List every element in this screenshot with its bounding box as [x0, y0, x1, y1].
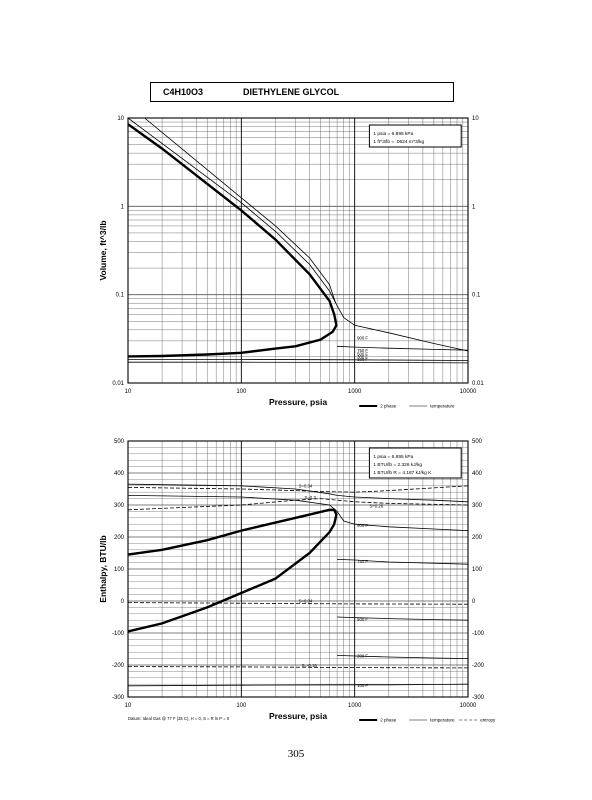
y-tick-label-right: 0.01	[472, 381, 484, 387]
isotherm-line	[127, 495, 469, 531]
isotherm-line	[127, 683, 469, 687]
y-tick-label-right: 300	[472, 503, 483, 509]
x-tick-label: 10000	[460, 703, 477, 709]
legend-label: temperature	[430, 718, 455, 723]
y-tick-label-left: 1	[121, 204, 125, 210]
y-tick-label-left: -100	[112, 631, 125, 637]
info-box-line: 1 BTU/lb R = 4.187 kJ/kg K	[373, 470, 432, 476]
volume-chart: 10 100 1000 10000 0.01 0.01 0.1 0.1 1 1 10 10 Pressu…	[98, 116, 484, 409]
isotherm-line	[127, 117, 469, 352]
isotherm-line	[144, 117, 337, 304]
y-axis-label: Volume, ft^3/lb	[98, 220, 108, 280]
x-tick-label: 1000	[348, 389, 362, 395]
plot-frame	[127, 117, 469, 384]
datum-footnote: Datum: Ideal Gas @ 77 F (25 C), H = 0, S…	[128, 716, 230, 721]
legend-label: entropy	[480, 718, 496, 723]
legend-label: temperature	[430, 404, 455, 409]
entropy-label-034: S=0.34	[299, 483, 313, 488]
isotherm-label-750: 750 F	[357, 559, 368, 564]
isotherm-label-750: 750 F	[357, 348, 368, 353]
y-tick-label-right: 500	[472, 439, 483, 445]
info-box-line: 1 psia = 6.895 kPa	[373, 454, 413, 460]
isotherm-label-100: 100 F	[357, 683, 368, 688]
x-axis-label: Pressure, psia	[269, 711, 327, 721]
x-tick-label: 100	[236, 703, 247, 709]
compound-name: DIETHYLENE GLYCOL	[243, 87, 340, 97]
y-tick-label-right: 1	[472, 204, 476, 210]
isotherm-line	[337, 559, 469, 565]
plot-frame	[127, 440, 469, 698]
y-tick-label-left: 400	[114, 471, 125, 477]
isotherm-line	[128, 361, 469, 364]
info-box	[368, 447, 462, 479]
x-axis-label: Pressure, psia	[269, 397, 327, 407]
isotherm-line	[337, 616, 469, 621]
entropy-label-004: S=0.04	[299, 599, 313, 604]
isotherm-label-300: 300 F	[357, 354, 368, 359]
y-tick-label-right: 0	[472, 599, 476, 605]
isotherm-line	[337, 655, 469, 659]
entropy-line	[127, 498, 469, 511]
chemical-formula: C4H10O3	[163, 87, 204, 97]
y-tick-label-left: 200	[114, 535, 125, 541]
page-number: 305	[287, 748, 305, 760]
y-tick-label-left: -200	[112, 663, 125, 669]
y-axis-label: Enthalpy, BTU/lb	[98, 535, 108, 602]
y-tick-label-right: -300	[472, 695, 485, 701]
two-phase-curve	[127, 123, 338, 358]
y-tick-label-left: 0.1	[116, 293, 125, 299]
entropy-label-03: S=0.3	[304, 495, 316, 500]
y-tick-label-right: -200	[472, 663, 485, 669]
x-tick-label: 100	[236, 389, 247, 395]
y-tick-label-right: 0.1	[472, 293, 481, 299]
y-tick-label-right: 100	[472, 567, 483, 573]
info-box-line: 1 ft^3/lb = .0624 m^3/kg	[373, 139, 424, 145]
isotherm-label-100: 100 F	[357, 357, 368, 362]
isotherm-label-900: 900 F	[357, 336, 368, 341]
entropy-line	[127, 602, 469, 605]
y-tick-label-right: 400	[472, 471, 483, 477]
x-tick-label: 1000	[348, 703, 362, 709]
y-tick-label-left: 500	[114, 439, 125, 445]
x-tick-label: 10	[125, 389, 132, 395]
isotherm-label-500: 500 F	[357, 351, 368, 356]
y-tick-label-left: 0.01	[112, 381, 124, 387]
isotherm-label-900: 900 F	[357, 523, 368, 528]
isotherm-line	[128, 358, 469, 361]
isotherm-line	[127, 483, 469, 503]
info-box	[368, 124, 462, 148]
entropy-line	[127, 485, 469, 493]
y-tick-label-left: 100	[114, 567, 125, 573]
legend-label: 2 phase	[380, 718, 397, 723]
isotherm-line	[337, 345, 469, 351]
y-tick-label-left: 300	[114, 503, 125, 509]
info-box-line: 1 BTU/lb = 2.326 kJ/kg	[373, 462, 422, 468]
y-tick-label-right: 200	[472, 535, 483, 541]
y-tick-label-left: 0	[121, 599, 125, 605]
two-phase-curve	[127, 508, 338, 633]
title-box: C4H10O3 DIETHYLENE GLYCOL	[150, 82, 454, 102]
y-tick-label-left: -300	[112, 695, 125, 701]
isotherm-label-500: 500 F	[357, 617, 368, 622]
y-tick-label-right: -100	[472, 631, 485, 637]
y-tick-label-right: 10	[472, 116, 479, 122]
info-box-line: 1 psia = 6.895 kPa	[373, 131, 413, 137]
legend-label: 2 phase	[380, 404, 397, 409]
x-tick-label: 10000	[460, 389, 477, 395]
x-tick-label: 10	[125, 703, 132, 709]
entropy-label-neg016: S=-0.16	[302, 663, 318, 668]
entropy-line	[127, 666, 469, 669]
y-tick-label-left: 10	[117, 116, 124, 122]
entropy-label-026: S=0.26	[369, 504, 383, 509]
isotherm-label-300: 300 F	[357, 653, 368, 658]
